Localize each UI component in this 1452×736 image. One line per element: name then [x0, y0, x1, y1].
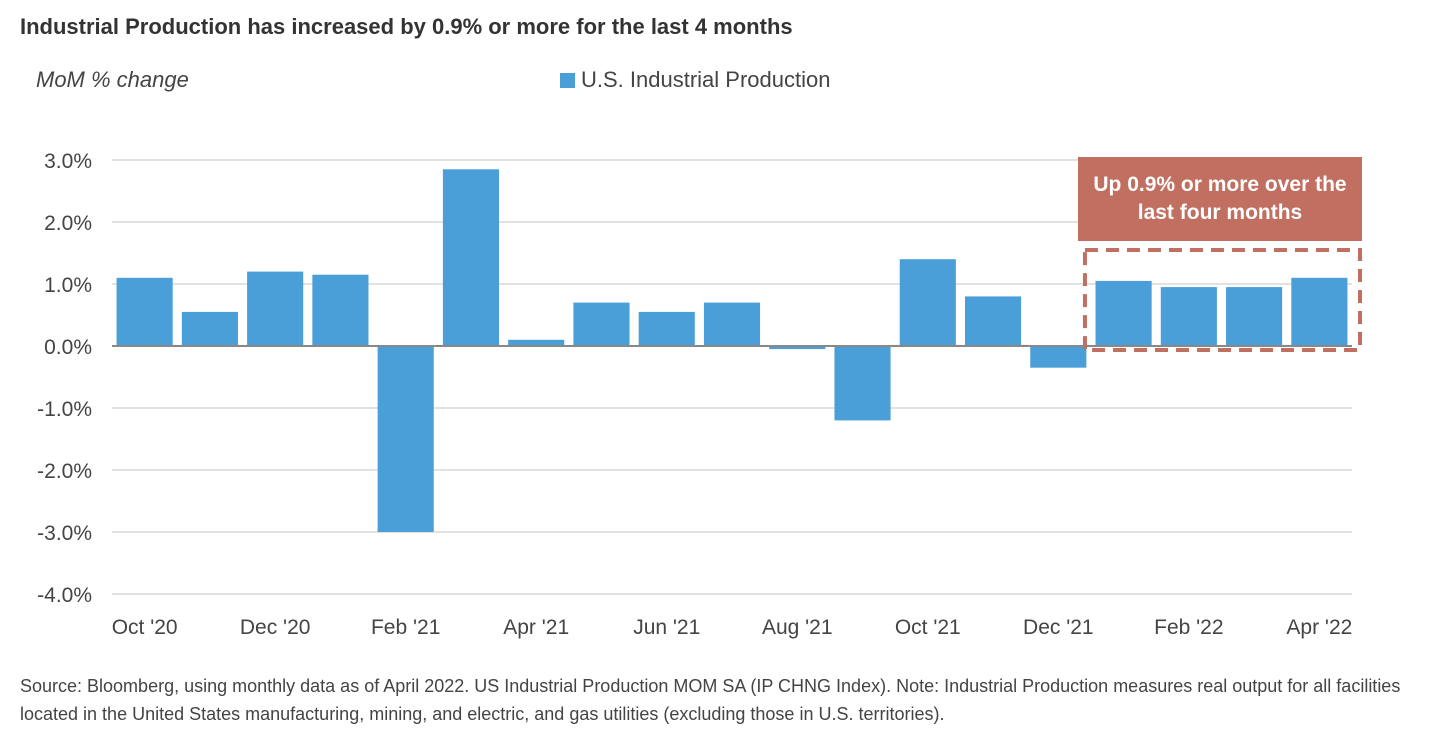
legend-label: U.S. Industrial Production: [581, 67, 831, 92]
highlight-box: [1082, 248, 1363, 352]
y-tick-label: -4.0%: [37, 584, 92, 607]
legend-swatch: [560, 72, 575, 88]
y-tick-label: 2.0%: [44, 212, 92, 235]
x-tick-label: Dec '21: [1023, 616, 1094, 639]
annotation-box: Up 0.9% or more over the last four month…: [1078, 157, 1362, 241]
bar: [1095, 280, 1152, 346]
bar: [247, 271, 304, 346]
annotation-text: Up 0.9% or more over the last four month…: [1093, 173, 1347, 224]
bar: [703, 302, 761, 346]
x-tick-label: Apr '22: [1286, 616, 1352, 639]
bar: [1030, 346, 1087, 368]
y-tick-label: -1.0%: [37, 398, 92, 421]
x-tick-label: Feb '22: [1154, 616, 1223, 639]
x-tick-label: Apr '21: [503, 616, 569, 639]
bar: [573, 302, 630, 346]
bar: [1291, 277, 1348, 346]
bar: [899, 259, 956, 346]
y-tick-label: 3.0%: [44, 150, 92, 173]
x-tick-label: Feb '21: [371, 616, 440, 639]
y-tick-label: 1.0%: [44, 274, 92, 297]
chart-title: Industrial Production has increased by 0…: [20, 14, 793, 39]
bar: [508, 339, 565, 346]
bar: [964, 296, 1022, 346]
y-tick-label: -3.0%: [37, 522, 92, 545]
bar: [1160, 287, 1217, 346]
bar: [638, 311, 695, 346]
bar: [442, 169, 500, 346]
bar: [116, 277, 173, 346]
x-tick-label: Aug '21: [762, 616, 833, 639]
source-note: Source: Bloomberg, using monthly data as…: [20, 676, 1401, 724]
bar: [834, 346, 891, 421]
x-tick-label: Dec '20: [240, 616, 311, 639]
x-tick-label: Oct '20: [112, 616, 178, 639]
x-tick-label: Oct '21: [895, 616, 961, 639]
y-tick-label: -2.0%: [37, 460, 92, 483]
bar: [181, 311, 238, 346]
y-tick-label: 0.0%: [44, 336, 92, 359]
x-tick-label: Jun '21: [633, 616, 700, 639]
legend: U.S. Industrial Production: [560, 67, 830, 93]
y-axis-subtitle: MoM % change: [36, 67, 189, 92]
bar: [377, 346, 434, 532]
bar: [312, 274, 369, 346]
bar: [769, 346, 826, 350]
bar: [1226, 287, 1283, 346]
